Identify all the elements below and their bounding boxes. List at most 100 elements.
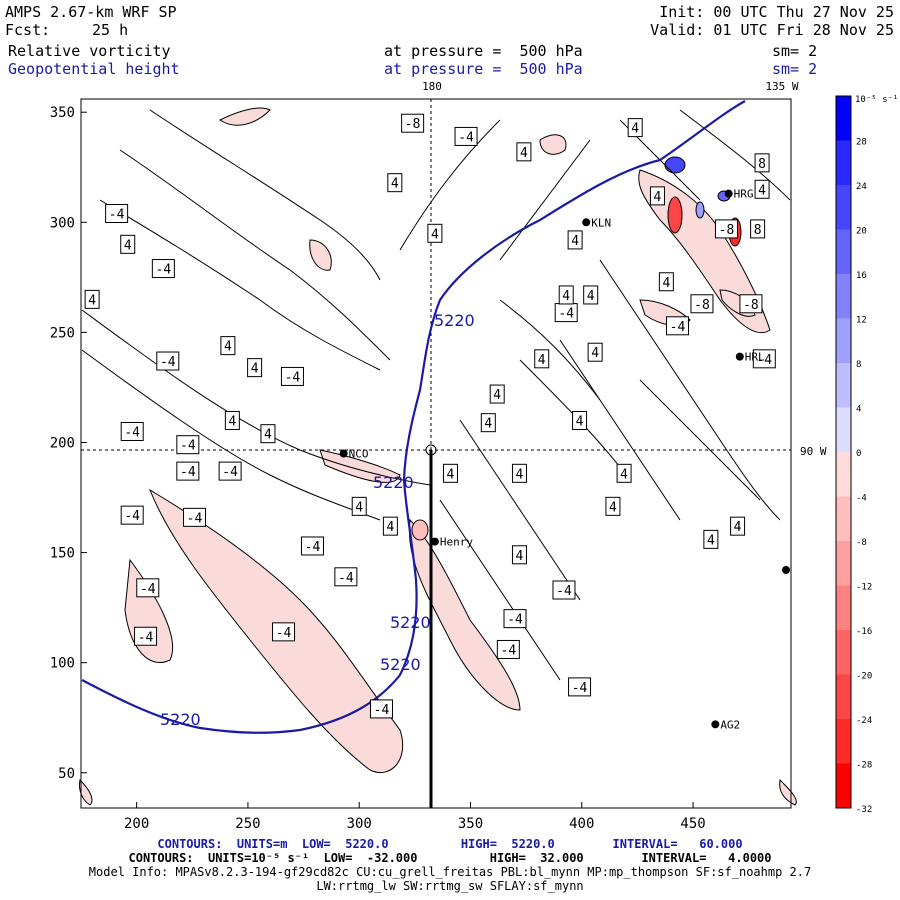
vorticity-label: -4	[124, 425, 140, 440]
vorticity-label-box	[176, 435, 200, 455]
vorticity-label: -4	[124, 509, 140, 524]
vorticity-label-box	[220, 336, 236, 356]
field-vorticity-name: Relative vorticity	[8, 42, 171, 60]
colorbar-swatch	[836, 496, 851, 542]
vorticity-label-box	[136, 578, 160, 598]
vorticity-label-box	[272, 622, 296, 642]
station-markers: NCO Henry KLN HRG HRL AG2	[339, 188, 790, 731]
height-label: 5220	[390, 613, 431, 632]
height-label: 5220	[380, 655, 421, 674]
station-label-kln: KLN	[591, 216, 611, 229]
y-tick-label: 50	[58, 766, 75, 782]
vorticity-label: 4	[734, 520, 742, 535]
contour-line	[149, 109, 381, 281]
model-title: AMPS 2.67-km WRF SP	[5, 3, 177, 21]
shade-region	[219, 107, 271, 126]
colorbar-swatch	[836, 363, 851, 408]
field-height-name: Geopotential height	[8, 60, 180, 78]
vorticity-label: -4	[458, 130, 474, 145]
station-label-ag2: AG2	[720, 718, 740, 731]
vorticity-label-box	[334, 567, 358, 587]
vorticity-label: 4	[431, 227, 439, 242]
vorticity-label-box	[489, 384, 505, 404]
colorbar-swatch	[836, 541, 851, 586]
meridian-label-180: 180	[422, 80, 442, 93]
colorbar-swatch	[836, 185, 851, 230]
contour-line	[679, 109, 791, 201]
height-label: 5220	[373, 473, 414, 492]
contour-line	[559, 339, 681, 521]
vorticity-label-box	[454, 126, 478, 146]
vorticity-label: 8	[754, 223, 762, 238]
vorticity-label: -4	[160, 355, 176, 370]
vorticity-label: -4	[156, 263, 172, 278]
vorticity-label: -4	[556, 584, 572, 599]
vorticity-label: 4	[654, 190, 662, 205]
vorticity-label-box	[120, 421, 144, 441]
vorticity-label-box	[280, 366, 304, 386]
vorticity-label: -4	[756, 353, 772, 368]
vorticity-label-box	[176, 461, 200, 481]
vorticity-label-box	[703, 529, 719, 549]
colorbar-tick-label: 20	[856, 227, 867, 237]
field-vorticity-level: at pressure = 500 hPa	[384, 42, 583, 60]
footer-height-contours: CONTOURS: UNITS=m LOW= 5220.0 HIGH= 5220…	[157, 837, 743, 851]
colorbar-frame	[835, 95, 852, 809]
contour-line	[599, 259, 781, 521]
vorticity-label: 4	[224, 340, 232, 355]
forecast-value: 25 h	[92, 21, 129, 39]
colorbar-swatch	[836, 452, 851, 497]
contour-line	[499, 139, 591, 261]
vorticity-label: 4	[124, 238, 132, 253]
colorbar-tick-label: 0	[856, 449, 861, 459]
station-dot-edge	[782, 566, 790, 574]
station-label-hrg: HRG	[734, 188, 754, 201]
vorticity-label-box	[568, 677, 592, 697]
vorticity-label-box	[247, 358, 263, 378]
vorticity-label-box	[134, 626, 158, 646]
shade-region	[539, 134, 567, 155]
vorticity-label: 4	[355, 500, 363, 515]
core-negative	[667, 196, 683, 234]
height-contour-labels: 5220 5220 5220 5220 5220	[160, 311, 475, 729]
plot-frame	[80, 98, 792, 809]
x-tick-label: 250	[235, 816, 260, 832]
core-negative	[411, 519, 429, 541]
vorticity-contours	[81, 109, 791, 681]
vorticity-label: 4	[386, 520, 394, 535]
vorticity-shading	[79, 107, 797, 806]
vorticity-cores	[411, 156, 742, 541]
vorticity-label: -4	[285, 370, 301, 385]
vorticity-label: 4	[620, 467, 628, 482]
vorticity-label: 4	[571, 234, 579, 249]
meridian-label-90w: 90 W	[800, 445, 827, 458]
vorticity-label-box	[442, 463, 458, 483]
contour-line	[499, 299, 601, 401]
station-dot	[582, 218, 591, 227]
core-positive	[664, 156, 686, 174]
vorticity-label: -4	[187, 511, 203, 526]
vorticity-label-box	[572, 410, 588, 430]
colorbar: 28 24 20 16 12 8 4 0 -4 -8 -12 -16 -20 -24 -28 -32 10⁻⁵ …	[835, 95, 898, 815]
footer-vorticity-contours: CONTOURS: UNITS=10⁻⁵ s⁻¹ LOW= -32.000 HI…	[128, 851, 772, 865]
vorticity-label: 4	[609, 500, 617, 515]
vorticity-label-box	[120, 505, 144, 525]
shade-region	[779, 778, 797, 806]
vorticity-label-box	[558, 285, 574, 305]
vorticity-label: 4	[591, 346, 599, 361]
colorbar-swatch	[836, 585, 851, 631]
vorticity-label-box	[260, 424, 276, 444]
y-tick-label: 100	[50, 656, 75, 672]
vorticity-label: 4	[264, 428, 272, 443]
vorticity-label-box	[382, 516, 398, 536]
field-vorticity-smoothing: sm= 2	[772, 42, 818, 60]
colorbar-swatch	[836, 407, 851, 453]
vorticity-label: 4	[391, 177, 399, 192]
vorticity-label-box	[480, 413, 496, 433]
vorticity-label: -4	[338, 571, 354, 586]
vorticity-label-box	[120, 234, 136, 254]
vorticity-label-box	[567, 230, 583, 250]
vorticity-contour-labels: -4 4 -4 4 4 -4 4 -4 4 -4 -4 4 -4 -4 -4 -4 4 -4 4 4 4 -4 -4 -4 -4…	[84, 113, 776, 719]
vorticity-label-box	[752, 349, 776, 369]
y-tick-label: 350	[50, 105, 75, 121]
